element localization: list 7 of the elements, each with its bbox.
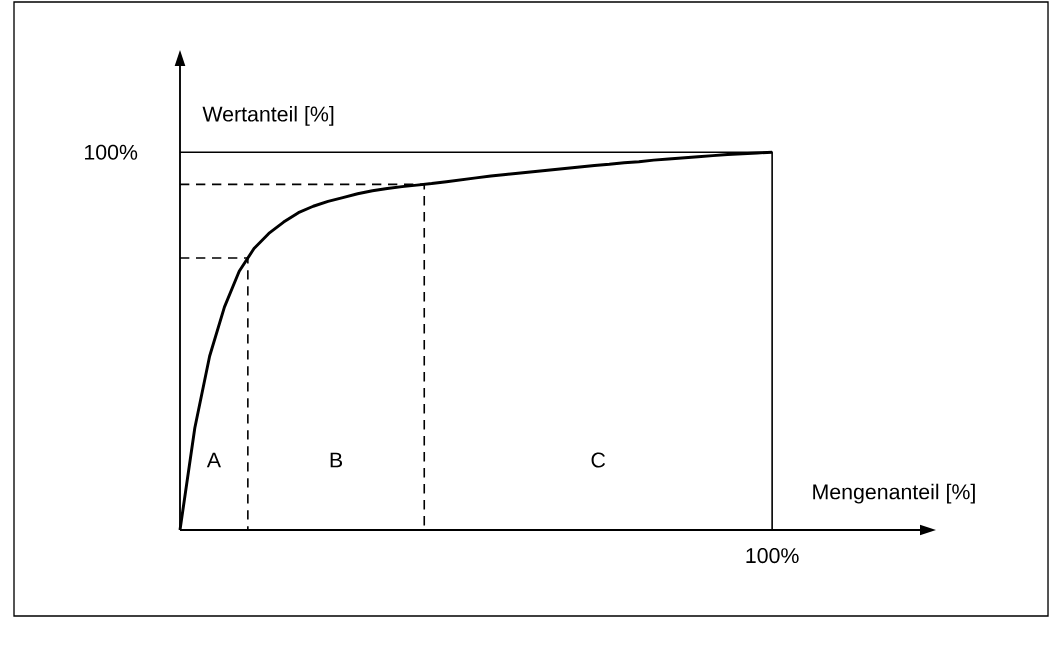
annotation: B bbox=[330, 452, 343, 468]
annotation: C bbox=[591, 452, 606, 468]
x-axis-title: Mengenanteil [%] bbox=[813, 483, 975, 504]
text: 100% bbox=[746, 548, 799, 564]
y-axis-title: Wertanteil [%] bbox=[202, 105, 334, 126]
annotation: A bbox=[206, 452, 221, 468]
text: 100% bbox=[85, 144, 138, 160]
